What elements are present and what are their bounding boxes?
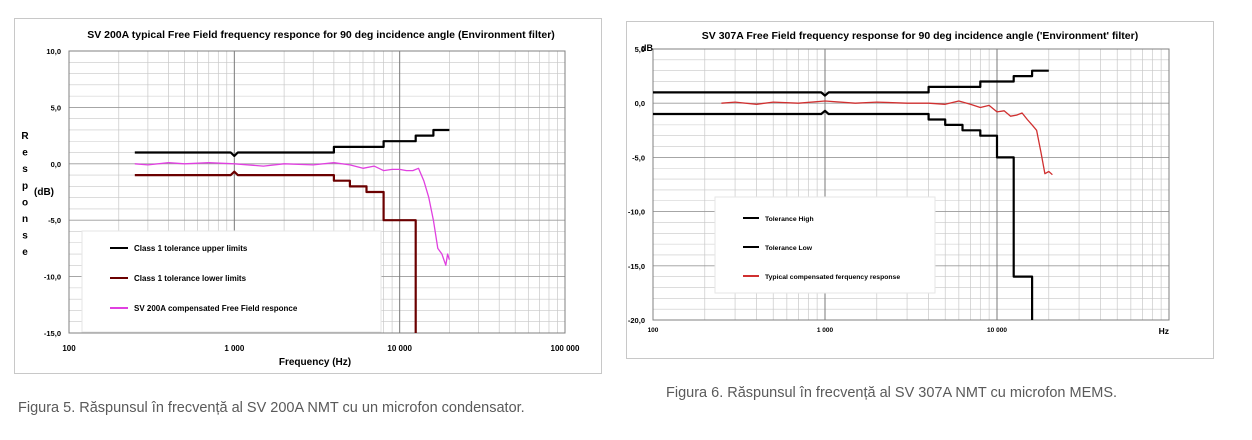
- y-axis-label-letter: o: [22, 197, 28, 208]
- legend-label-tolerance-high: Tolerance High: [765, 216, 814, 223]
- plot-area-border: [652, 48, 1170, 321]
- x-tick-label: 10 000: [387, 344, 412, 353]
- legend-label-tolerance-low: Tolerance Low: [765, 245, 813, 252]
- series-line-tolerance-low: [653, 109, 1034, 320]
- y-axis-label-letter: s: [22, 231, 28, 242]
- x-tick-label: 100: [648, 327, 659, 334]
- y-tick-label: -10,0: [44, 273, 61, 282]
- legend-label-class-1-tolerance-lower-limits: Class 1 tolerance lower limits: [134, 274, 247, 283]
- x-axis-label: Frequency (Hz): [279, 357, 351, 368]
- y-tick-label: -15,0: [628, 262, 645, 271]
- y-axis-label-unit: (dB): [34, 187, 54, 198]
- x-tick-label: 100 000: [551, 344, 580, 353]
- x-tick-label: 1 000: [817, 327, 834, 334]
- series-line-sv-200a-compensated-free-field-responce: [134, 162, 451, 266]
- series-line-tolerance-high: [653, 69, 1049, 97]
- legend-label-typical-compensated-ferquency-response: Typical compensated ferquency response: [765, 274, 900, 281]
- y-axis-label-letter: e: [22, 247, 28, 258]
- y-tick-label: 0,0: [51, 160, 61, 169]
- y-tick-label: -5,0: [632, 153, 645, 162]
- y-tick-label: 10,0: [46, 47, 61, 56]
- y-tick-label: 5,0: [51, 103, 61, 112]
- y-tick-label: 5,0: [635, 45, 645, 54]
- x-tick-label: 10 000: [987, 327, 1007, 334]
- y-axis-label-letter: p: [22, 181, 28, 192]
- y-axis-label: dB: [641, 43, 653, 53]
- y-tick-label: -15,0: [44, 329, 61, 338]
- series-line-class-1-tolerance-upper-limits: [134, 128, 450, 157]
- y-axis-label-letter: s: [22, 164, 28, 175]
- chart-sv200a: SV 200A typical Free Field frequency res…: [21, 29, 580, 368]
- chart-panel-sv307a: SV 307A Free Field frequency response fo…: [626, 21, 1214, 359]
- chart-panel-sv200a: SV 200A typical Free Field frequency res…: [14, 18, 602, 374]
- chart-title: SV 200A typical Free Field frequency res…: [87, 29, 555, 41]
- legend-box: [81, 230, 382, 333]
- y-tick-label: 0,0: [635, 99, 645, 108]
- plot-area-border: [68, 50, 566, 334]
- series-line-class-1-tolerance-lower-limits: [134, 170, 417, 333]
- y-tick-label: -5,0: [48, 216, 61, 225]
- chart-title: SV 307A Free Field frequency response fo…: [702, 30, 1138, 42]
- y-axis-label-letter: e: [22, 148, 28, 159]
- x-tick-label: 100: [62, 344, 76, 353]
- y-tick-label: -10,0: [628, 208, 645, 217]
- legend-label-class-1-tolerance-upper-limits: Class 1 tolerance upper limits: [134, 244, 248, 253]
- legend-label-sv-200a-compensated-free-field-responce: SV 200A compensated Free Field responce: [134, 304, 298, 313]
- y-axis-label-letter: n: [22, 214, 28, 225]
- y-tick-label: -20,0: [628, 316, 645, 325]
- chart-sv307a: SV 307A Free Field frequency response fo…: [628, 30, 1170, 336]
- figure-caption-6: Figura 6. Răspunsul în frecvență al SV 3…: [666, 385, 1118, 401]
- figure-caption-5: Figura 5. Răspunsul în frecvență al SV 2…: [18, 400, 525, 416]
- x-tick-label: 1 000: [224, 344, 245, 353]
- series-line-typical-compensated-ferquency-response: [721, 100, 1053, 176]
- x-axis-label: Hz: [1159, 326, 1169, 336]
- y-axis-label-letter: R: [21, 131, 29, 142]
